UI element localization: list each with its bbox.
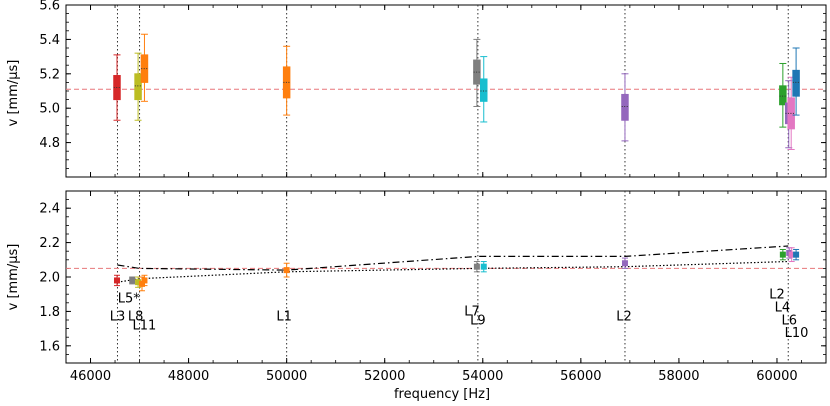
marker bbox=[793, 251, 800, 258]
point-label: L11 bbox=[133, 318, 157, 333]
marker bbox=[473, 263, 480, 270]
point-label: L5* bbox=[118, 291, 141, 306]
marker bbox=[621, 260, 628, 267]
point-label: L9 bbox=[470, 313, 486, 328]
marker bbox=[779, 251, 786, 258]
point-label: L2 bbox=[616, 309, 632, 324]
data-point bbox=[283, 262, 290, 278]
x-axis-label: frequency [Hz] bbox=[394, 387, 490, 402]
marker bbox=[113, 277, 120, 284]
box-body bbox=[480, 78, 488, 102]
marker bbox=[129, 277, 136, 284]
x-tick-label: 48000 bbox=[168, 369, 209, 384]
x-tick-label: 50000 bbox=[266, 369, 307, 384]
data-point bbox=[788, 247, 795, 263]
box-L2 bbox=[621, 73, 629, 142]
point-label: L4 bbox=[775, 300, 791, 315]
top-ytick-label: 5.6 bbox=[39, 0, 60, 14]
dotted-fit-line bbox=[117, 260, 789, 283]
bottom-axes-frame bbox=[65, 190, 827, 364]
data-point bbox=[779, 248, 786, 261]
box-body bbox=[779, 85, 787, 106]
top-y-axis-label: v [mm/μs] bbox=[6, 60, 21, 127]
point-label: L2 bbox=[769, 288, 785, 303]
marker bbox=[788, 251, 795, 258]
data-point bbox=[473, 261, 480, 273]
data-point bbox=[141, 274, 148, 287]
point-label: L7 bbox=[464, 304, 480, 319]
box-body bbox=[134, 73, 142, 101]
top-ytick-label: 5.2 bbox=[39, 67, 60, 82]
bottom-ytick-label: 1.6 bbox=[39, 339, 60, 354]
marker bbox=[480, 263, 487, 270]
marker bbox=[139, 280, 145, 287]
bottom-panel: 1.6 1.8 2.0 2.2 2.4 46000 48000 50000 52000 54000… bbox=[39, 190, 827, 384]
marker bbox=[135, 279, 142, 286]
box-L7 bbox=[473, 38, 481, 107]
bottom-ytick-label: 2.2 bbox=[39, 236, 60, 251]
x-tick-label: 60000 bbox=[756, 369, 797, 384]
x-tick-label: 46000 bbox=[70, 369, 111, 384]
box-L1 bbox=[282, 45, 291, 116]
bottom-ytick-label: 2.4 bbox=[39, 202, 60, 217]
box-L3 bbox=[113, 54, 121, 121]
data-point bbox=[793, 248, 800, 261]
dashdot-fit-line bbox=[117, 245, 789, 271]
x-tick-label: 58000 bbox=[658, 369, 699, 384]
box-body bbox=[621, 93, 629, 121]
data-point bbox=[621, 257, 628, 269]
x-tick-label: 54000 bbox=[462, 369, 503, 384]
data-point bbox=[480, 261, 487, 273]
marker bbox=[141, 277, 148, 284]
data-point bbox=[129, 276, 136, 285]
box-L10 bbox=[787, 76, 795, 150]
box-L9 bbox=[480, 56, 488, 123]
box-body bbox=[792, 69, 800, 97]
point-label: L6 bbox=[781, 313, 797, 328]
data-point bbox=[113, 274, 120, 287]
box-L4 bbox=[779, 62, 787, 128]
x-tick-label: 56000 bbox=[560, 369, 601, 384]
box-L12 bbox=[792, 47, 800, 116]
top-ytick-label: 5.4 bbox=[39, 33, 60, 48]
top-ytick-label: 4.8 bbox=[39, 136, 60, 151]
bottom-ytick-label: 2.0 bbox=[39, 271, 60, 286]
point-label: L10 bbox=[785, 326, 809, 341]
box-L5 bbox=[134, 52, 142, 121]
marker bbox=[283, 267, 290, 274]
top-panel: 4.8 5.0 5.2 5.4 5.6 bbox=[39, 0, 827, 178]
bottom-ytick-label: 1.8 bbox=[39, 305, 60, 320]
point-label: L1 bbox=[276, 309, 292, 324]
point-label: L3 bbox=[110, 309, 126, 324]
bottom-y-axis-label: v [mm/μs] bbox=[6, 244, 21, 311]
point-label: L8 bbox=[128, 309, 144, 324]
top-ytick-label: 5.0 bbox=[39, 102, 60, 117]
x-tick-label: 52000 bbox=[364, 369, 405, 384]
top-axes-frame bbox=[65, 4, 827, 178]
box-L11 bbox=[140, 33, 149, 102]
